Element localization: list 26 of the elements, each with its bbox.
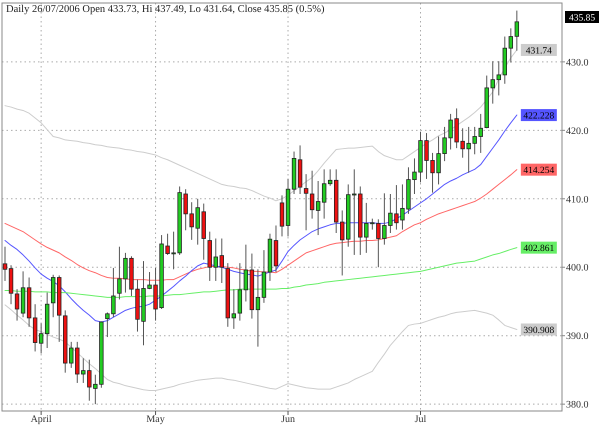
- y-tick-label: 380.0: [566, 400, 588, 411]
- data-label: 402.861: [523, 244, 555, 254]
- x-tick-label: April: [30, 414, 52, 425]
- data-label: 390.908: [523, 326, 555, 336]
- x-tick-label: Jun: [281, 414, 295, 425]
- candlestick: [412, 158, 417, 194]
- x-tick-label: Jul: [414, 414, 427, 425]
- chart-title: Daily 26/07/2006 Open 433.73, Hi 437.49, Lo 431.64, Close 435.85 (0.5%): [6, 4, 325, 15]
- candlestick: [147, 272, 152, 290]
- line-series: [4, 114, 518, 323]
- candlestick: [304, 174, 308, 231]
- x-tick-label: May: [146, 414, 165, 425]
- data-label: 422.228: [523, 111, 555, 122]
- y-tick-label: 420.0: [566, 126, 588, 137]
- y-tick-label: 400.0: [566, 262, 588, 274]
- data-label: 431.74: [526, 46, 552, 56]
- text: 435.85: [568, 13, 596, 24]
- y-tick-label: 430.0: [566, 57, 588, 68]
- candlestick: [280, 194, 284, 237]
- y-tick-label: 390.0: [566, 331, 588, 342]
- candlestick: [424, 132, 429, 180]
- line-series: [4, 49, 518, 202]
- line-series: [4, 304, 518, 391]
- candlestick: [430, 152, 435, 194]
- y-tick-label: 410.0: [566, 194, 588, 206]
- data-label: 414.254: [523, 166, 555, 176]
